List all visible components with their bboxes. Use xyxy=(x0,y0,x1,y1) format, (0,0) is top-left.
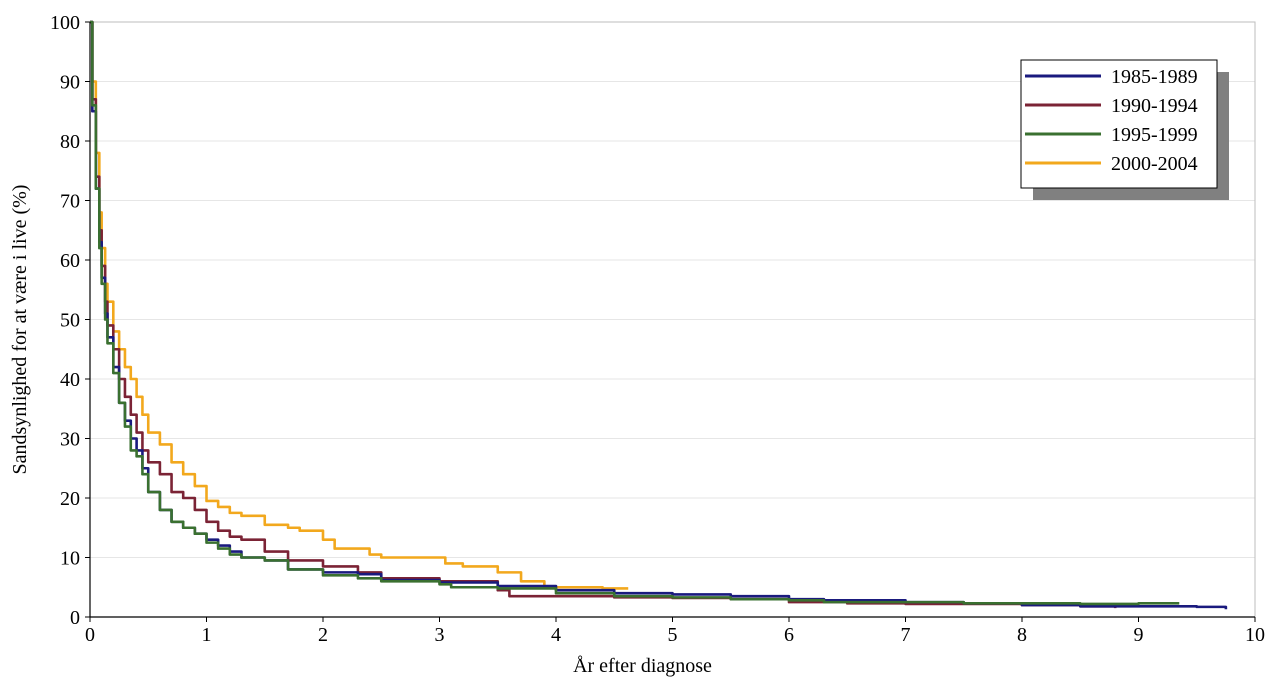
y-tick-label: 90 xyxy=(60,72,80,94)
y-tick-label: 30 xyxy=(60,429,80,451)
x-tick-label: 0 xyxy=(85,624,95,646)
x-axis-title: År efter diagnose xyxy=(573,655,712,677)
y-tick-label: 50 xyxy=(60,310,80,332)
series-line-1995-1999 xyxy=(90,20,1180,606)
legend: 1985-1989 1990-1994 1995-1999 2000-2004 xyxy=(1020,59,1229,200)
x-tick-label: 5 xyxy=(668,624,678,646)
y-tick-label: 80 xyxy=(60,131,80,153)
legend-box xyxy=(1020,59,1218,189)
y-axis-title: Sandsynlighed for at være i live (%) xyxy=(9,185,31,475)
legend-label: 2000-2004 xyxy=(1111,153,1198,175)
x-tick-label: 1 xyxy=(202,624,212,646)
y-tick-label: 0 xyxy=(70,607,80,629)
x-tick-label: 10 xyxy=(1245,624,1265,646)
x-tick-label: 3 xyxy=(435,624,445,646)
y-tick-label: 100 xyxy=(50,12,80,34)
x-tick-label: 9 xyxy=(1134,624,1144,646)
series-line-1990-1994 xyxy=(90,20,1117,609)
x-tick-label: 4 xyxy=(551,624,561,646)
series-layer xyxy=(90,20,1228,610)
x-tick-label: 8 xyxy=(1017,624,1027,646)
y-tick-label: 40 xyxy=(60,369,80,391)
y-tick-label: 10 xyxy=(60,548,80,570)
y-tick-label: 20 xyxy=(60,488,80,510)
y-tick-label: 70 xyxy=(60,191,80,213)
legend-label: 1985-1989 xyxy=(1111,66,1198,88)
x-tick-label: 2 xyxy=(318,624,328,646)
legend-label: 1995-1999 xyxy=(1111,124,1198,146)
legend-label: 1990-1994 xyxy=(1111,95,1198,117)
series-line-2000-2004 xyxy=(90,20,629,590)
x-tick-label: 6 xyxy=(784,624,794,646)
y-tick-label: 60 xyxy=(60,250,80,272)
x-tick-label: 7 xyxy=(901,624,911,646)
